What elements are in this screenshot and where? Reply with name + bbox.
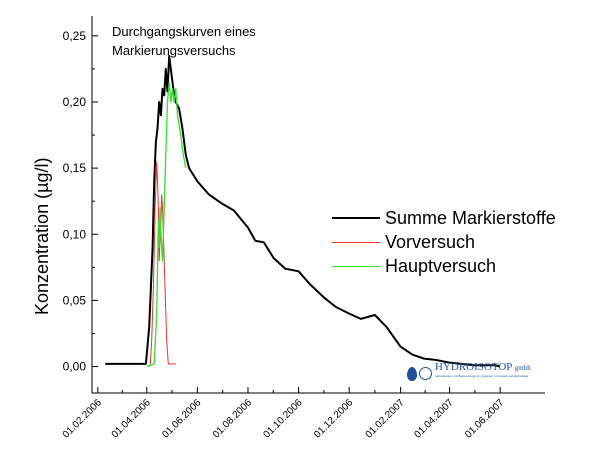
- x-tick-label: 01.02.2007: [364, 397, 407, 440]
- hydroisotop-logo: HYDROISOTOP gmbh Laboratorium zur Bestim…: [407, 362, 531, 381]
- y-tick-label: 0,00: [63, 360, 87, 374]
- chart-title-line-2: Markierungsversuchs: [112, 43, 236, 58]
- legend: Summe Markierstoffe Vorversuch Hauptvers…: [332, 206, 556, 278]
- x-tick-label: 01.04.2007: [413, 397, 456, 440]
- logo-circle-icon: [419, 367, 432, 380]
- logo-suffix: gmbh: [514, 364, 531, 372]
- series-line-hauptversuch: [146, 81, 187, 368]
- logo-text: HYDROISOTOP gmbh Laboratorium zur Bestim…: [435, 362, 531, 378]
- series-line-vorversuch: [149, 161, 176, 367]
- x-tick-label: 01.04.2006: [110, 397, 153, 440]
- legend-item-summe: Summe Markierstoffe: [332, 206, 556, 230]
- y-tick-label: 0,10: [63, 227, 87, 241]
- chart-title-line-1: Durchgangskurven eines: [112, 24, 256, 39]
- x-tick-label: 01.06.2006: [160, 397, 203, 440]
- y-tick-label: 0,20: [63, 95, 87, 109]
- x-tick-label: 01.08.2006: [211, 397, 254, 440]
- logo-name: HYDROISOTOP: [435, 361, 513, 373]
- x-tick-label: 01.02.2006: [61, 397, 104, 440]
- logo-wordmark: HYDROISOTOP gmbh: [435, 362, 531, 373]
- series-line-summe: [105, 54, 501, 368]
- logo-tagline: Laboratorium zur Bestimmung von Isotopen…: [435, 374, 529, 378]
- y-axis-label: Konzentration (µg/l): [32, 157, 52, 315]
- y-tick-label: 0,05: [63, 293, 87, 307]
- legend-item-hauptversuch: Hauptversuch: [332, 254, 556, 278]
- x-tick-label: 01.06.2007: [463, 397, 506, 440]
- legend-label-summe: Summe Markierstoffe: [385, 207, 556, 228]
- legend-swatch-vorversuch: [332, 241, 380, 243]
- legend-swatch-hauptversuch: [332, 265, 380, 267]
- y-tick-label: 0,15: [63, 161, 87, 175]
- chart-title: Durchgangskurven eines Markierungsversuc…: [112, 22, 256, 60]
- y-tick-label: 0,25: [63, 29, 87, 43]
- legend-label-hauptversuch: Hauptversuch: [385, 255, 497, 276]
- legend-swatch-summe: [332, 217, 380, 219]
- water-drop-icon: [407, 367, 417, 381]
- legend-item-vorversuch: Vorversuch: [332, 230, 556, 254]
- legend-label-vorversuch: Vorversuch: [385, 231, 476, 252]
- x-tick-label: 01.12.2006: [312, 397, 355, 440]
- x-tick-label: 01.10.2006: [262, 397, 305, 440]
